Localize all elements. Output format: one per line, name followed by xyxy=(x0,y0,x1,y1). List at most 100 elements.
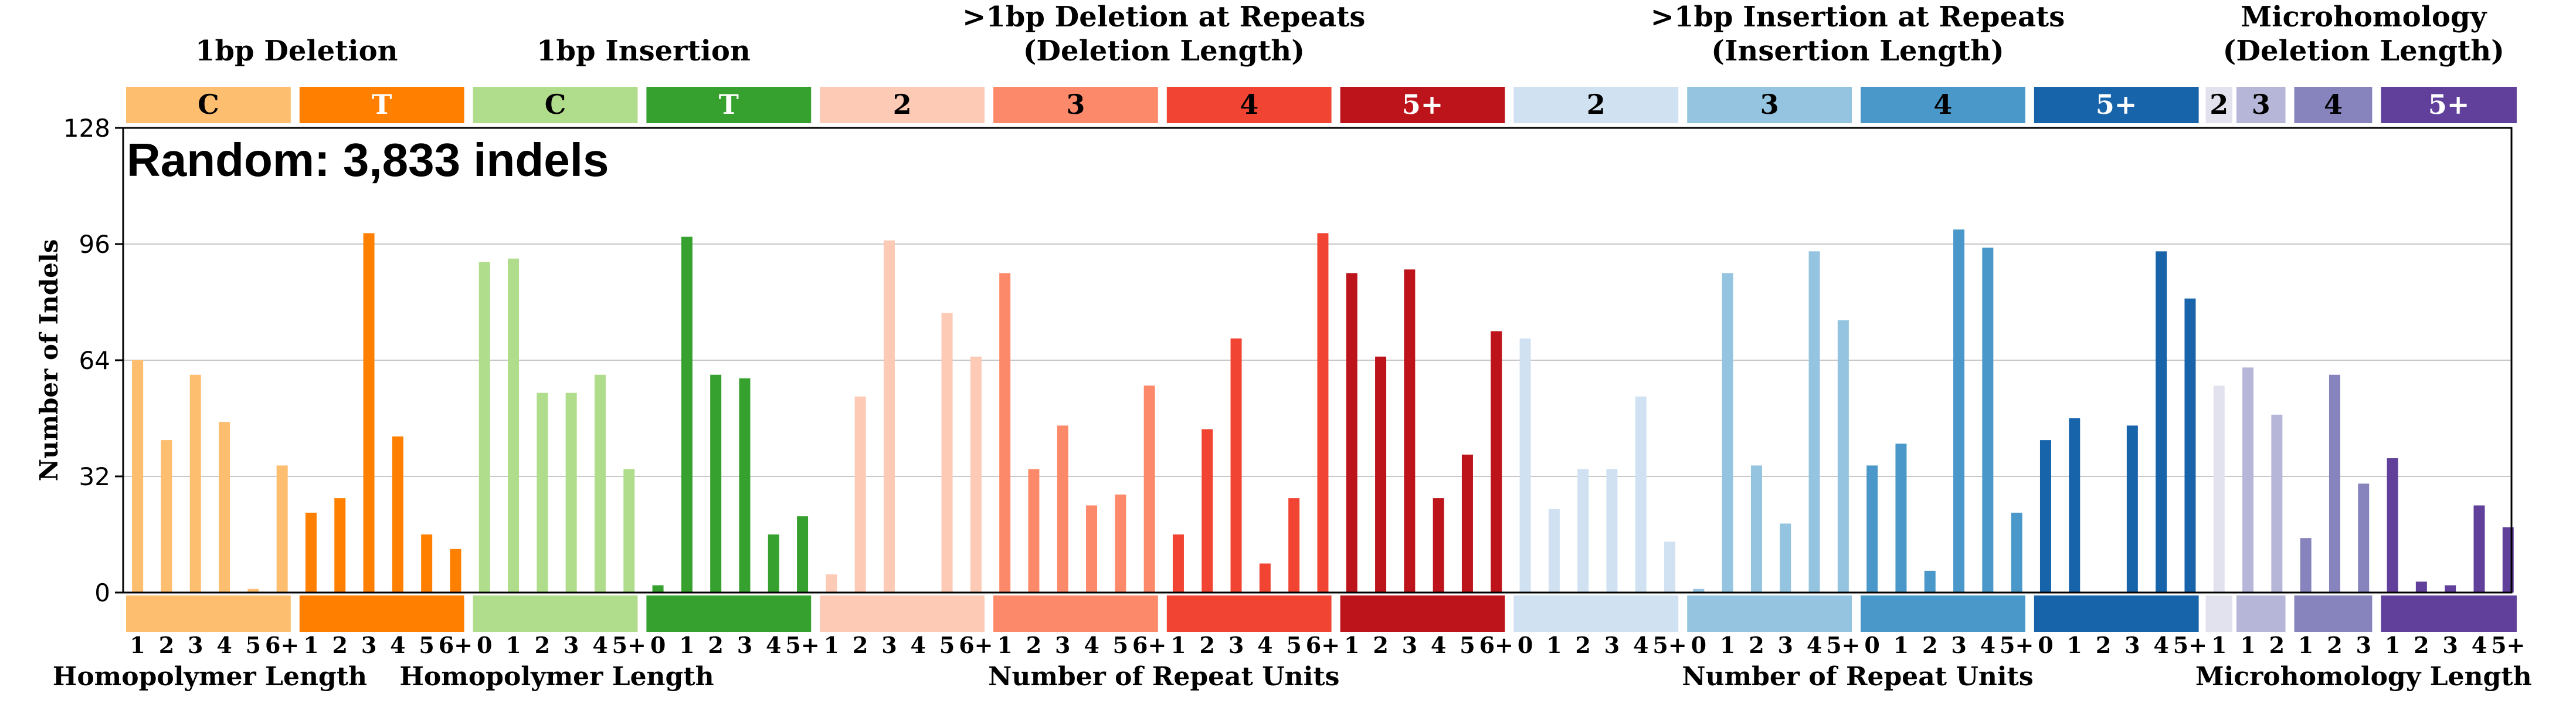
bar xyxy=(1317,233,1329,593)
category-header-box xyxy=(820,87,985,123)
x-tick-label: 5 xyxy=(1113,632,1128,658)
chart-title: Random: 3,833 indels xyxy=(127,134,609,186)
group-title: 1bp Deletion xyxy=(195,35,398,67)
bar xyxy=(2300,538,2312,593)
category-header-label: 3 xyxy=(2252,89,2270,120)
bar xyxy=(1346,273,1357,593)
category-footers xyxy=(126,595,2517,632)
x-tick-label: 1 xyxy=(505,632,521,658)
x-tick-label: 4 xyxy=(1633,632,1648,658)
x-tick-label: 0 xyxy=(650,632,666,658)
x-tick-label: 2 xyxy=(2414,632,2429,658)
bar xyxy=(623,469,635,593)
x-axis-ticks: 1 2 3 4 5 6+ 1 2 3 4 5 6+ 0 1 2 3 4 5+ 0 1 2 3 4 5+ 1 2 3 4 5 6+ 1 2 3 4 5… xyxy=(130,632,2525,658)
x-tick-label: 1 xyxy=(1344,632,1359,658)
x-tick-label: 1 xyxy=(1170,632,1186,658)
bar xyxy=(1837,320,1849,593)
category-header-label: 5+ xyxy=(1402,89,1444,120)
bar xyxy=(2445,585,2456,593)
x-tick-label: 2 xyxy=(1373,632,1388,658)
bar xyxy=(1664,541,1676,593)
category-header-label: 5+ xyxy=(2096,89,2137,120)
category-footer-box xyxy=(2205,595,2232,632)
bar xyxy=(710,374,722,593)
bar xyxy=(1086,505,1098,593)
category-header-label: 2 xyxy=(893,89,912,120)
x-tick-label: 2 xyxy=(1575,632,1590,658)
x-tick-label: 6+ xyxy=(1479,632,1513,658)
bar xyxy=(1693,588,1705,593)
bar xyxy=(2329,374,2340,593)
bar xyxy=(2184,298,2196,593)
x-tick-label: 0 xyxy=(2038,632,2053,658)
group-title: Microhomology xyxy=(2241,1,2487,33)
category-header-label: C xyxy=(545,89,566,120)
category-footer-box xyxy=(1513,595,1679,632)
bar xyxy=(2039,440,2051,593)
bar xyxy=(2473,505,2485,593)
y-axis-label: Number of Indels xyxy=(35,239,63,482)
x-tick-label: 2 xyxy=(1026,632,1041,658)
x-tick-label: 2 xyxy=(332,632,348,658)
bar xyxy=(941,313,953,593)
x-tick-label: 5+ xyxy=(2491,632,2525,658)
bar xyxy=(1202,429,1213,593)
x-tick-label: 3 xyxy=(881,632,897,658)
x-tick-label: 6+ xyxy=(265,632,299,658)
x-tick-label: 3 xyxy=(1604,632,1620,658)
category-headers: C T C T 2 3 4 5+ 2 3 4 5+ 2 3 4 5+ xyxy=(126,87,2517,123)
category-footer-box xyxy=(820,595,985,632)
bar xyxy=(1491,331,1502,593)
x-tick-label: 2 xyxy=(535,632,550,658)
x-tick-label: 4 xyxy=(1980,632,1995,658)
category-header-box xyxy=(473,87,638,123)
category-footer-box xyxy=(1861,595,2025,632)
bar xyxy=(1808,251,1820,593)
bar xyxy=(305,512,317,593)
x-tick-label: 4 xyxy=(216,632,232,658)
category-header-label: 4 xyxy=(1240,89,1258,120)
bar xyxy=(826,574,837,593)
x-tick-label: 1 xyxy=(1893,632,1909,658)
bar xyxy=(854,396,866,593)
bottom-axis-label: Microhomology Length xyxy=(2195,662,2532,692)
x-tick-label: 3 xyxy=(737,632,752,658)
x-tick-label: 6+ xyxy=(1132,632,1166,658)
bar xyxy=(1028,469,1040,593)
bar xyxy=(2271,414,2283,593)
category-header-box xyxy=(2034,87,2199,123)
category-header-box xyxy=(993,87,1158,123)
category-footer-box xyxy=(1687,595,1852,632)
bar xyxy=(999,273,1011,593)
group-title: 1bp Insertion xyxy=(537,35,751,67)
bar xyxy=(1259,563,1271,593)
bar xyxy=(1115,494,1126,593)
bar xyxy=(1057,425,1068,593)
x-tick-label: 1 xyxy=(2067,632,2082,658)
y-tick-label: 0 xyxy=(94,578,110,607)
x-tick-label: 4 xyxy=(2153,632,2168,658)
group-subtitle: (Insertion Length) xyxy=(1711,35,2004,67)
bar xyxy=(2126,425,2138,593)
x-tick-label: 5+ xyxy=(1826,632,1860,658)
bar xyxy=(565,392,577,593)
category-header-box xyxy=(2294,87,2373,123)
x-tick-label: 5 xyxy=(1460,632,1475,658)
x-tick-label: 1 xyxy=(1720,632,1735,658)
bar xyxy=(508,258,520,593)
bar xyxy=(797,516,809,593)
bar xyxy=(1866,465,1878,593)
x-tick-label: 5 xyxy=(246,632,261,658)
x-tick-label: 5 xyxy=(419,632,434,658)
bar xyxy=(2358,483,2370,593)
bar xyxy=(883,240,895,593)
bottom-axis-label: Number of Repeat Units xyxy=(988,662,1339,692)
bottom-axis-label: Number of Repeat Units xyxy=(1682,662,2033,692)
bar xyxy=(2242,367,2254,593)
group-subtitle: (Deletion Length) xyxy=(2223,35,2504,67)
x-tick-label: 5+ xyxy=(2000,632,2034,658)
x-tick-label: 3 xyxy=(564,632,579,658)
bar xyxy=(1519,338,1531,593)
bar xyxy=(1230,338,1242,593)
bar xyxy=(739,378,751,593)
